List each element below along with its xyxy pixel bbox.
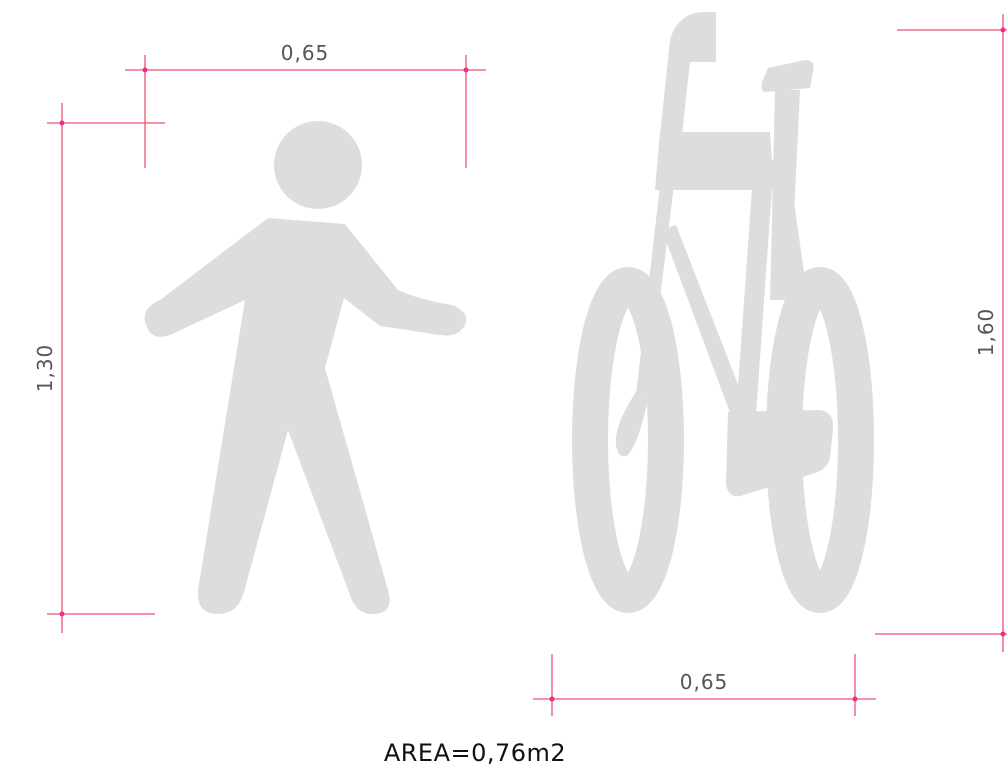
pedestrian-icon [144, 121, 467, 614]
pedestrian-body [144, 218, 467, 614]
bicycle-icon [572, 12, 874, 613]
bicycle-chain-stay [662, 225, 748, 418]
dimension-bicycle-width: 0,65 [533, 654, 876, 716]
pedestrian-width-label: 0,65 [281, 41, 330, 65]
bicycle-height-label: 1,60 [974, 308, 998, 357]
dimension-bicycle-height: 1,60 [875, 14, 1007, 652]
area-label: AREA=0,76m2 [384, 739, 566, 767]
bicycle-crank [726, 410, 834, 497]
bicycle-down-tube [770, 160, 808, 300]
bicycle-handlebar [660, 12, 716, 135]
bicycle-top-tube [655, 132, 774, 190]
pedestrian-height-label: 1,30 [33, 344, 57, 393]
bicycle-saddle [761, 60, 814, 92]
bicycle-fork [636, 185, 674, 395]
dimension-pedestrian-height: 1,30 [33, 103, 165, 633]
bicycle-width-label: 0,65 [680, 670, 729, 694]
dimension-pedestrian-width: 0,65 [125, 41, 486, 168]
bicycle-seat-stay [736, 188, 772, 415]
bicycle-rear-wheel [572, 267, 684, 613]
pedestrian-head [274, 121, 362, 209]
bicycle-pedal-left [615, 390, 648, 457]
